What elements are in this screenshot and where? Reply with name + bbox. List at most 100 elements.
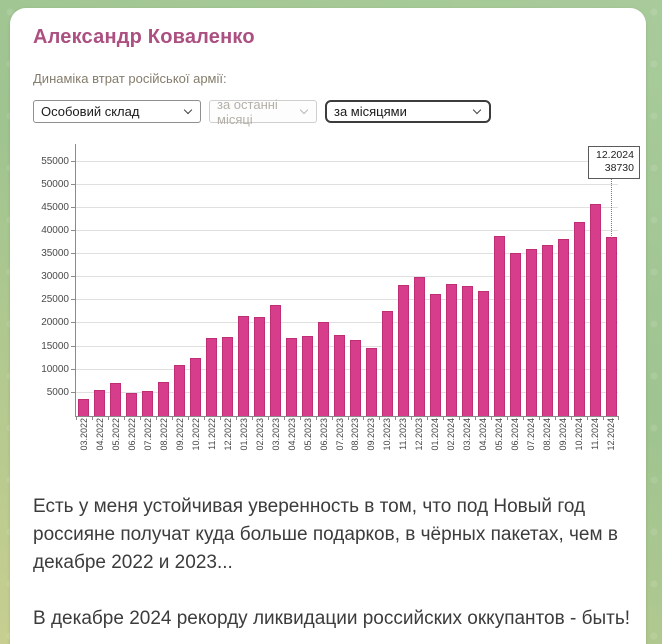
x-axis-tick: [539, 416, 541, 420]
y-axis-label: 40000: [41, 224, 69, 236]
x-axis-tick: [427, 416, 429, 420]
x-axis-tick: [123, 416, 125, 420]
x-axis-label: 06.2023: [318, 418, 329, 451]
bar[interactable]: [557, 239, 569, 416]
x-axis-label: 10.2023: [382, 418, 393, 451]
grouping-select[interactable]: за місяцями: [325, 100, 491, 123]
bar[interactable]: [222, 337, 234, 416]
x-axis-label: 09.2024: [558, 418, 569, 451]
y-axis-label: 35000: [41, 248, 69, 260]
losses-bar-chart: 5000 10000 15000 20000 25000 30000 35000 40000 4…: [33, 139, 640, 469]
x-axis-tick: [523, 416, 525, 420]
x-axis-label: 04.2023: [286, 418, 297, 451]
bar[interactable]: [605, 236, 617, 416]
x-axis-tick: [299, 416, 301, 420]
bar[interactable]: [238, 316, 250, 416]
bar[interactable]: [110, 383, 122, 416]
x-axis-tick: [459, 416, 461, 420]
x-axis-label: 07.2024: [526, 418, 537, 451]
y-axis-label: 20000: [41, 317, 69, 329]
x-axis-label: 10.2024: [574, 418, 585, 451]
x-axis-tick: [571, 416, 573, 420]
x-axis-tick: [251, 416, 253, 420]
category-select-value: Особовий склад: [41, 104, 140, 119]
x-axis-tick: [139, 416, 141, 420]
bar[interactable]: [429, 293, 441, 416]
bar[interactable]: [493, 236, 505, 416]
bar[interactable]: [174, 365, 186, 416]
x-axis-label: 10.2022: [190, 418, 201, 451]
y-axis-tick: [71, 345, 75, 347]
x-axis-tick: [491, 416, 493, 420]
bar[interactable]: [445, 283, 457, 416]
post-paragraph-1: Есть у меня устойчивая уверенность в том…: [33, 496, 618, 574]
category-select[interactable]: Особовий склад: [33, 100, 201, 123]
channel-title[interactable]: Александр Коваленко: [33, 26, 255, 48]
bar[interactable]: [286, 337, 298, 416]
bar[interactable]: [509, 252, 521, 416]
annotation-date: 12.2024: [596, 149, 634, 161]
x-axis-label: 05.2024: [494, 418, 505, 451]
x-axis-label: 11.2024: [590, 418, 601, 450]
x-axis-tick: [91, 416, 93, 420]
bar[interactable]: [365, 347, 377, 416]
bar[interactable]: [541, 245, 553, 416]
chevron-down-icon: [183, 105, 193, 115]
x-axis-tick: [379, 416, 381, 420]
bar[interactable]: [302, 336, 314, 416]
x-axis-label: 01.2023: [238, 418, 249, 451]
bar[interactable]: [461, 285, 473, 416]
x-axis-label: 07.2022: [142, 418, 153, 451]
y-axis-label: 10000: [41, 363, 69, 375]
bar[interactable]: [318, 321, 330, 416]
bar[interactable]: [334, 334, 345, 416]
x-axis-tick: [203, 416, 205, 420]
bar[interactable]: [397, 284, 409, 416]
y-axis-tick: [71, 229, 75, 231]
x-axis-label: 02.2023: [254, 418, 265, 451]
x-axis-label: 09.2023: [366, 418, 377, 451]
y-gridline: [76, 345, 618, 347]
x-axis-tick: [331, 416, 333, 420]
bar[interactable]: [94, 390, 106, 416]
bar[interactable]: [589, 204, 601, 416]
bar[interactable]: [190, 357, 202, 416]
y-gridline: [76, 368, 618, 370]
bar[interactable]: [270, 304, 282, 416]
bar[interactable]: [158, 381, 170, 416]
bar[interactable]: [206, 337, 218, 416]
x-axis-label: 11.2023: [398, 418, 409, 450]
y-axis-tick: [71, 253, 75, 255]
y-gridline: [76, 299, 618, 301]
y-axis-tick: [71, 276, 75, 278]
bar[interactable]: [413, 277, 425, 416]
x-axis-label: 08.2024: [542, 418, 553, 451]
y-gridline: [76, 206, 618, 208]
bar[interactable]: [142, 391, 154, 416]
bar[interactable]: [78, 398, 90, 416]
bar[interactable]: [525, 249, 537, 416]
x-axis-tick: [475, 416, 477, 420]
bar[interactable]: [254, 316, 266, 416]
x-axis-label: 03.2023: [270, 418, 281, 451]
x-axis-tick: [315, 416, 317, 420]
bar[interactable]: [381, 310, 393, 416]
chart-plot-area: 5000 10000 15000 20000 25000 30000 35000 40000 4…: [41, 144, 640, 451]
bar[interactable]: [477, 291, 489, 416]
x-axis-label: 11.2022: [206, 418, 217, 450]
annotation-value: 38730: [604, 162, 634, 174]
bar[interactable]: [573, 222, 585, 416]
x-axis-label: 06.2024: [510, 418, 521, 451]
bar[interactable]: [349, 339, 361, 416]
x-axis-tick: [155, 416, 157, 420]
y-axis-tick: [71, 368, 75, 370]
bar[interactable]: [126, 393, 138, 416]
x-axis-tick: [411, 416, 413, 420]
y-gridline: [76, 160, 618, 162]
y-axis-label: 5000: [46, 386, 69, 398]
x-axis-label: 08.2022: [158, 418, 169, 451]
y-gridline: [76, 276, 618, 278]
post-paragraph-2: В декабре 2024 рекорду ликвидации россий…: [33, 608, 630, 630]
post-text: Есть у меня устойчивая уверенность в том…: [33, 493, 645, 633]
